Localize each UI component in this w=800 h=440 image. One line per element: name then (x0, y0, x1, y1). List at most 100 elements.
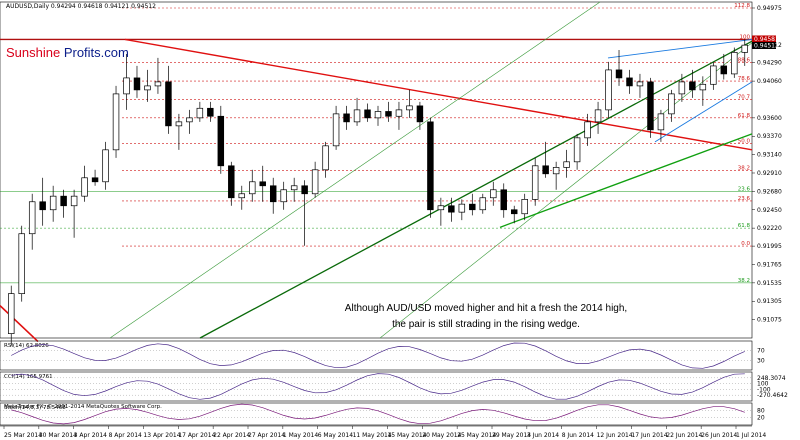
indicator-level-label: -100 (757, 386, 771, 393)
date-tick-label: 15 May 2014 (387, 432, 426, 439)
candle-bearish (39, 201, 46, 211)
fib-label-green: 61.8 (738, 223, 751, 229)
date-tick-label: 8 Apr 2014 (109, 432, 142, 439)
candle-bearish (427, 121, 434, 211)
candle-bullish (196, 107, 204, 119)
candle-bearish (165, 81, 172, 127)
symbol-header: AUDUSD,Daily 0.94294 0.94618 0.94121 0.9… (6, 3, 156, 10)
candle-bearish (259, 181, 266, 187)
date-tick-label: 8 Jun 2014 (562, 432, 594, 439)
fib-label-red: 0.0 (741, 241, 750, 247)
date-tick-label: 25 Mar 2014 (4, 432, 42, 439)
candle-bullish (594, 109, 602, 123)
annotation-line-2: the pair is still strading in the rising… (392, 319, 580, 330)
fib-label-red: 112.8 (734, 3, 750, 9)
candle-bullish (332, 113, 340, 147)
candle-bullish (678, 81, 686, 95)
date-tick-label: 17 Jun 2014 (631, 432, 667, 439)
candle-bullish (657, 113, 665, 131)
candle-bearish (364, 109, 371, 119)
fib-label-green: 23.6 (738, 186, 751, 192)
candle-bullish (741, 44, 748, 53)
candle-bullish (70, 195, 78, 207)
price-tick-label: 0.91075 (757, 317, 782, 324)
indicator-title: RSI(14) 62.8026 (4, 343, 49, 349)
current-price-tag (752, 41, 776, 49)
candle-bullish (437, 205, 445, 211)
candle-bullish (584, 121, 591, 139)
date-tick-label: 22 Apr 2014 (213, 432, 250, 439)
date-tick-label: 13 Apr 2014 (143, 432, 180, 439)
date-tick-label: 17 Apr 2014 (178, 432, 215, 439)
date-tick-label: 11 May 2014 (353, 432, 392, 439)
candle-bullish (406, 105, 413, 111)
indicator-frame (0, 402, 753, 426)
price-axis: 0.94975 0.94512 0.94290 0.94060 0.93600 0.933… (752, 5, 782, 324)
date-tick-label: 20 May 2014 (422, 432, 461, 439)
candle-bearish (510, 209, 518, 215)
date-tick-label: 29 May 2014 (492, 432, 531, 439)
candle-bullish (374, 111, 382, 119)
candle-bullish (18, 233, 25, 295)
fib-label-green: 38.2 (738, 278, 750, 284)
price-frame (0, 1, 753, 339)
candle-bullish (290, 185, 298, 191)
price-tick-label: 0.92680 (757, 188, 782, 195)
price-tick-label: 0.92220 (757, 225, 782, 232)
fib-label-red: 61.8 (738, 113, 751, 119)
candle-bullish (353, 109, 361, 123)
fib-label-red: 50.0 (738, 138, 751, 144)
indicator-level-label: 20 (757, 415, 765, 422)
candle-bearish (720, 65, 728, 75)
date-tick-label: 12 Jun 2014 (597, 432, 633, 439)
date-tick-label: 30 Mar 2014 (39, 432, 77, 439)
candle-bearish (689, 81, 696, 91)
indicator-level-label: 80 (757, 407, 765, 414)
last-high-label: 0.94581 (754, 36, 779, 43)
candle-bullish (123, 77, 130, 95)
indicator-panels: RSI(14) 62.8026 70 30 CCI(14) 165.9761 248.3… (0, 340, 788, 426)
candle-bullish (710, 65, 717, 85)
indicator-title: Stoch(14,3,3) 78.5468 (4, 405, 66, 411)
price-tick-label: 0.93600 (757, 115, 782, 122)
price-tick-label: 0.94975 (757, 5, 782, 12)
last-high-tag (752, 35, 776, 43)
price-tick-label: 0.91995 (757, 243, 782, 250)
brand-logo-part1: Sunshine (6, 45, 60, 60)
candle-bullish (521, 199, 528, 215)
green-channel-lower (379, 42, 753, 339)
candle-bullish (144, 85, 151, 91)
indicator-frame (0, 340, 753, 371)
indicator-line (11, 403, 745, 425)
date-tick-label: 1 May 2014 (283, 432, 318, 439)
candle-bearish (626, 77, 633, 87)
price-tick-label: 0.91305 (757, 298, 782, 305)
date-tick-label: 25 May 2014 (457, 432, 496, 439)
candle-bullish (573, 137, 581, 163)
date-tick-label: 1 Jul 2014 (736, 432, 766, 439)
date-tick-label: 22 Jun 2014 (666, 432, 702, 439)
candle-bearish (343, 113, 350, 123)
current-price-label: 0.94512 (754, 42, 779, 49)
candle-bullish (280, 189, 287, 203)
candle-bullish (636, 81, 644, 87)
date-tick-label: 3 Apr 2014 (74, 432, 107, 439)
wedge-support-line (499, 133, 753, 228)
candle-bearish (91, 177, 99, 183)
candle-bearish (542, 165, 549, 175)
candle-bearish (469, 203, 476, 211)
candle-bullish (175, 121, 183, 127)
candle-bullish (490, 189, 497, 199)
candle-bullish (112, 93, 120, 151)
candle-bearish (133, 77, 141, 91)
fib-label-red: 38.2 (738, 166, 750, 172)
candle-bearish (416, 105, 424, 123)
candle-bullish (668, 93, 675, 115)
wedge-upper-line (607, 39, 753, 59)
candle-bearish (217, 115, 225, 167)
candlestick-series (8, 39, 748, 346)
red-trendline-segment (0, 305, 39, 343)
fib-label-red: 70.7 (738, 94, 751, 100)
